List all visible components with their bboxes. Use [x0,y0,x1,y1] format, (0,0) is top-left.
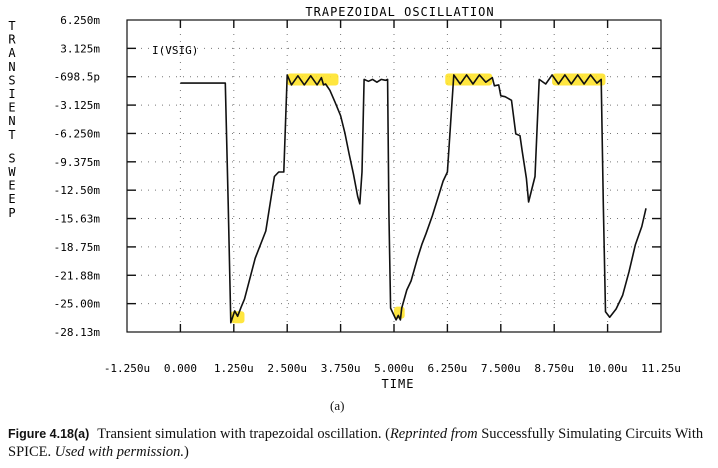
x-tick-label: 10.00u [588,362,628,375]
y-axis-label-char: P [8,206,15,220]
x-tick-label: 6.250u [428,362,468,375]
grid [127,20,661,332]
y-tick-label: -12.50m [54,184,101,197]
transient-chart: -1.250u 0.000 1.250u 2.500u 3.750u 5.000u 6.25… [8,5,681,391]
y-tick-label: -25.00m [54,298,101,311]
y-axis-label-char: I [8,87,15,101]
x-tick-label: 7.500u [481,362,521,375]
y-axis-label-char: R [8,33,16,47]
y-tick-label: 6.250m [60,14,100,27]
y-axis-label-char: T [8,19,15,33]
y-tick-label: -18.75m [54,241,101,254]
caption-text-3: ) [184,444,189,460]
figure-number: Figure 4.18(a) [8,427,90,441]
caption-permission: Used with permission. [54,444,185,460]
y-axis-label-char: A [8,46,16,60]
x-tick-label: 11.25u [641,362,681,375]
caption-text-2: Successfully Simulating Circuits With SP… [8,426,704,460]
trace-label: I(VSIG) [152,44,198,57]
y-tick-label: -15.63m [54,213,101,226]
plot-frame [126,19,662,333]
y-axis-label-char: T [8,128,15,142]
y-tick-label: -698.5p [54,71,100,84]
x-tick-label: 1.250u [214,362,254,375]
x-tick-labels: -1.250u 0.000 1.250u 2.500u 3.750u 5.000u 6.25… [104,362,681,375]
x-tick-label: 5.000u [374,362,414,375]
y-tick-labels: 6.250m 3.125m -698.5p -3.125m -6.250m -9.375m… [54,14,101,339]
y-axis-label-char: E [8,192,15,206]
y-tick-label: -28.13m [54,326,101,339]
figure-caption: Figure 4.18(a) Transient simulation with … [8,425,708,461]
highlight-mark [445,73,493,86]
y-axis-label-char: E [8,101,15,115]
y-axis-label-char: N [8,60,15,74]
highlight-marks [230,73,606,324]
x-tick-label: 0.000 [164,362,197,375]
x-axis-label: TIME [382,377,415,391]
y-tick-label: -6.250m [54,127,101,140]
x-tick-label: 8.750u [534,362,574,375]
y-axis-label-char: S [8,151,15,165]
y-axis-label-char: E [8,179,15,193]
caption-text-1: Transient simulation with trapezoidal os… [97,426,390,442]
axis-ticks [127,20,661,332]
y-tick-label: 3.125m [60,42,100,55]
current-trace [180,74,647,324]
y-tick-label: -3.125m [54,99,101,112]
x-tick-label: -1.250u [104,362,150,375]
caption-reprinted: Reprinted from [389,426,478,442]
panel-label: (a) [330,398,345,413]
y-tick-label: -21.88m [54,269,101,282]
chart-title: TRAPEZOIDAL OSCILLATION [305,5,494,19]
y-tick-label: -9.375m [54,156,101,169]
y-axis-label-char: W [8,165,16,179]
x-tick-label: 2.500u [267,362,307,375]
y-axis-label-char: N [8,114,15,128]
x-tick-label: 3.750u [321,362,361,375]
y-axis-label-char: S [8,73,15,87]
